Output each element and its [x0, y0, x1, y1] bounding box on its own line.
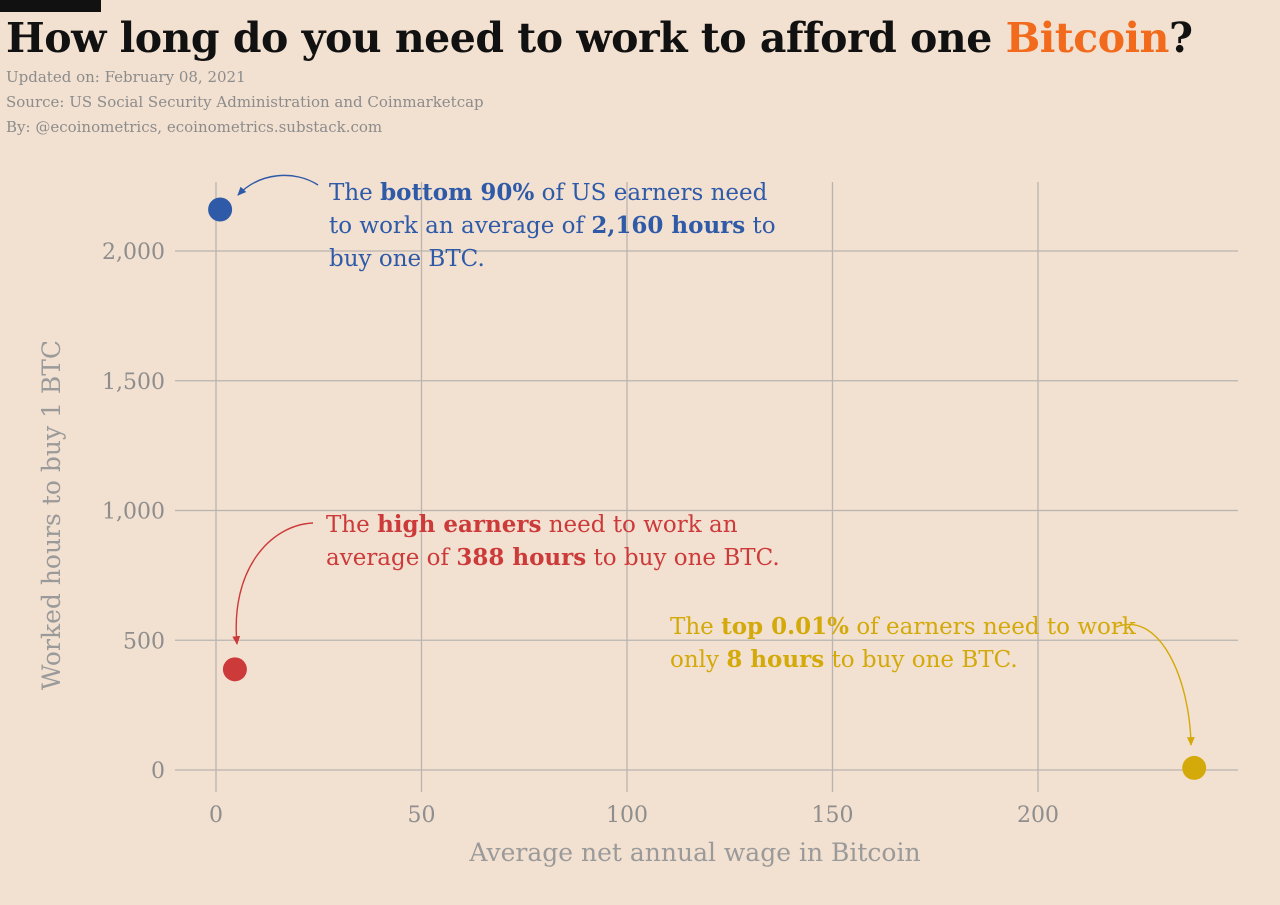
- annotation-text-segment: The: [670, 614, 721, 640]
- annotation-text-segment: of US earners need: [534, 180, 767, 206]
- annotation-bottom-90: The bottom 90% of US earners need to work…: [329, 179, 776, 272]
- annotation-text-segment: to: [745, 213, 775, 239]
- annotation-text-segment: The: [326, 512, 377, 538]
- x-tick-label: 0: [209, 803, 223, 828]
- annotation-text-segment: to buy one BTC.: [586, 545, 779, 571]
- x-tick-label: 50: [408, 803, 436, 828]
- annotation-top-0.01: The top 0.01% of earners need to work onl…: [670, 613, 1137, 673]
- y-tick-label: 1,000: [102, 500, 165, 525]
- arrow-high-earners: [232, 522, 314, 645]
- y-tick-label: 1,500: [102, 370, 165, 395]
- annotation-text-segment: 2,160 hours: [591, 212, 745, 239]
- annotation-text-segment: 8 hours: [726, 646, 824, 673]
- annotation-text-segment: top 0.01%: [721, 613, 849, 640]
- annotation-high-earners: The high earners need to work an average …: [326, 511, 780, 571]
- data-source: Source: US Social Security Administratio…: [6, 93, 484, 111]
- x-axis-title: Average net annual wage in Bitcoin: [468, 838, 920, 867]
- byline: By: @ecoinometrics, ecoinometrics.substa…: [6, 118, 383, 136]
- updated-date: Updated on: February 08, 2021: [6, 68, 246, 86]
- annotation-text-segment: The: [329, 180, 380, 206]
- annotation-text-segment: need to work an: [541, 512, 737, 538]
- annotation-text-segment: to buy one BTC.: [824, 647, 1017, 673]
- corner-block: [0, 0, 101, 12]
- y-axis-title: Worked hours to buy 1 BTC: [37, 340, 66, 690]
- arrow-bottom-90: [237, 174, 319, 196]
- annotation-text-segment: to work an average of: [329, 213, 591, 239]
- y-tick-label: 2,000: [102, 240, 165, 265]
- title-suffix: ?: [1168, 14, 1193, 62]
- annotation-text-segment: only: [670, 647, 726, 673]
- data-point-top-0.01: [1182, 755, 1207, 780]
- annotation-text-segment: high earners: [377, 511, 541, 538]
- annotation-text-segment: bottom 90%: [380, 179, 534, 206]
- title-accent: Bitcoin: [1005, 14, 1170, 62]
- annotation-text-segment: of earners need to work: [849, 614, 1137, 640]
- x-tick-label: 100: [606, 803, 648, 828]
- y-tick-label: 500: [123, 629, 165, 654]
- page-title: How long do you need to work to afford o…: [6, 14, 1193, 62]
- arrow-top-0.01: [1115, 623, 1195, 746]
- y-tick-label: 0: [151, 759, 165, 784]
- x-tick-label: 150: [812, 803, 854, 828]
- title-prefix: How long do you need to work to afford o…: [6, 14, 1006, 62]
- annotation-text-segment: buy one BTC.: [329, 246, 485, 272]
- annotation-text-segment: 388 hours: [456, 544, 586, 571]
- x-tick-label: 200: [1017, 803, 1059, 828]
- annotation-text-segment: average of: [326, 545, 456, 571]
- data-point-bottom-90: [208, 197, 233, 222]
- data-point-high-earners: [222, 657, 247, 682]
